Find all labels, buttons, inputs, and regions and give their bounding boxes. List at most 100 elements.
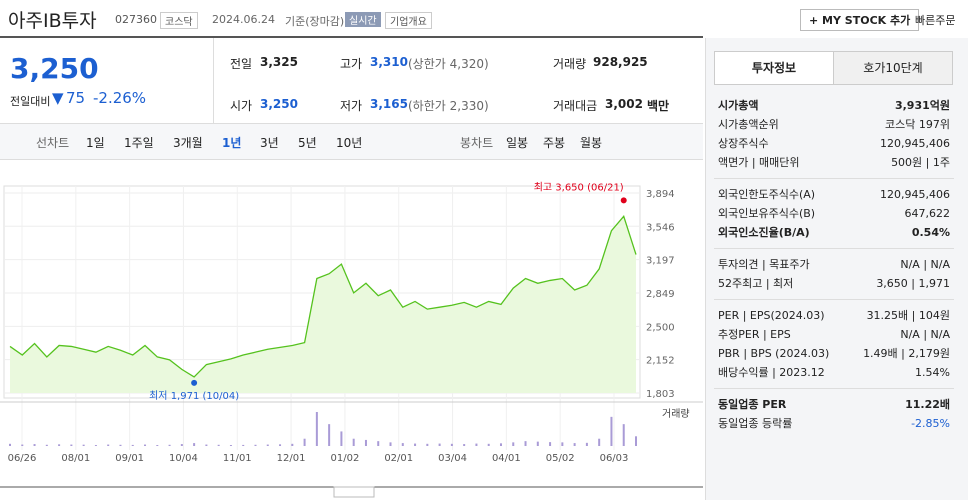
my-stock-button[interactable]: + MY STOCK 추가 bbox=[800, 9, 920, 31]
realtime: 실시간 bbox=[345, 12, 381, 27]
info-section: PER | EPS(2024.03) 31.25배 | 104원 추정PER | E… bbox=[714, 300, 954, 389]
candle-tab[interactable]: 월봉 bbox=[580, 136, 603, 150]
y-tick-label: 3,894 bbox=[646, 189, 675, 200]
volume-bar bbox=[610, 416, 613, 446]
info-row: 상장주식수 120,945,406 bbox=[718, 134, 950, 153]
high-label: 최고 3,650 (06/21) bbox=[534, 181, 624, 193]
volume-bar bbox=[364, 439, 367, 446]
market: 코스닥 bbox=[160, 12, 198, 29]
stat-note: (상한가 4,320) bbox=[408, 57, 489, 71]
volume-bar bbox=[536, 441, 539, 446]
volume-bar bbox=[254, 444, 257, 446]
period-tab[interactable]: 5년 bbox=[298, 136, 317, 150]
tab-bar bbox=[0, 123, 703, 160]
stat-label: 전일 bbox=[230, 57, 253, 71]
x-tick-label: 06/26 bbox=[8, 453, 37, 464]
info-row: 외국인소진율(B/A) 0.54% bbox=[718, 223, 950, 242]
info-row: 동일업종 등락률 -2.85% bbox=[718, 414, 950, 433]
info-label: 동일업종 PER bbox=[718, 398, 787, 411]
volume-bar bbox=[94, 445, 97, 446]
price-line bbox=[9, 215, 637, 378]
period-tab[interactable]: 1년 bbox=[222, 136, 242, 150]
high-marker bbox=[620, 197, 627, 204]
volume-bar bbox=[107, 444, 110, 446]
info-label: 상장주식수 bbox=[718, 137, 769, 150]
period-tab[interactable]: 3개월 bbox=[173, 136, 203, 150]
period-tab[interactable]: 10년 bbox=[336, 136, 363, 150]
info-row: 시가총액순위 코스닥 197위 bbox=[718, 115, 950, 134]
volume-bar bbox=[549, 442, 552, 446]
volume-bar bbox=[205, 444, 208, 446]
volume-bar bbox=[450, 443, 453, 446]
candle-tab[interactable]: 주봉 bbox=[543, 136, 566, 150]
x-tick-label: 01/02 bbox=[330, 453, 359, 464]
collapse-button bbox=[333, 486, 375, 498]
divider bbox=[0, 36, 703, 38]
y-tick-label: 2,152 bbox=[646, 356, 675, 367]
volume-bar bbox=[426, 443, 429, 446]
stat-value: 3,002 bbox=[605, 97, 643, 111]
y-tick-label: 2,849 bbox=[646, 289, 675, 300]
info-row: PBR | BPS (2024.03) 1.49배 | 2,179원 bbox=[718, 344, 950, 363]
info-value: 0.54% bbox=[911, 226, 950, 239]
price-area bbox=[10, 216, 636, 393]
company-info[interactable]: 기업개요 bbox=[385, 12, 432, 29]
x-tick-label: 05/02 bbox=[546, 453, 575, 464]
x-tick-label: 10/04 bbox=[169, 453, 198, 464]
info-row: 동일업종 PER 11.22배 bbox=[718, 395, 950, 414]
volume-bar bbox=[119, 444, 122, 446]
divider bbox=[213, 38, 214, 123]
plot-frame bbox=[3, 185, 641, 399]
chart: 1,803 2,152 2,500 2,849 3,197 3,546 3,894 06/26… bbox=[0, 181, 703, 498]
info-row: 액면가 | 매매단위 500원 | 1주 bbox=[718, 153, 950, 172]
x-tick-label: 06/03 bbox=[600, 453, 629, 464]
tab-label: 봉차트 bbox=[460, 136, 494, 150]
volume-bar bbox=[598, 438, 601, 446]
info-section: 외국인한도주식수(A) 120,945,406 외국인보유주식수(B) 647,622… bbox=[714, 179, 954, 249]
info-value: 31.25배 | 104원 bbox=[866, 309, 950, 322]
candle-tab[interactable]: 일봉 bbox=[506, 136, 529, 150]
stat-value: 3,325 bbox=[260, 55, 298, 69]
x-tick-label: 02/01 bbox=[384, 453, 413, 464]
volume-bar bbox=[352, 438, 355, 446]
info-value: 11.22배 bbox=[905, 398, 950, 411]
volume-bar bbox=[70, 444, 73, 446]
volume-bar bbox=[58, 444, 61, 446]
volume-bar bbox=[229, 445, 232, 446]
stat-label: 저가 bbox=[340, 99, 363, 113]
info-value: -2.85% bbox=[911, 417, 950, 430]
info-label: PBR | BPS (2024.03) bbox=[718, 347, 830, 360]
volume-bar bbox=[573, 443, 576, 446]
info-label: 액면가 | 매매단위 bbox=[718, 156, 800, 169]
side-tab[interactable]: 호가10단계 bbox=[833, 51, 953, 85]
period-tab[interactable]: 1주일 bbox=[124, 136, 154, 150]
volume-bar bbox=[21, 444, 24, 446]
x-tick-label: 04/01 bbox=[492, 453, 521, 464]
stat-value: 3,165 bbox=[370, 97, 408, 111]
volume-bar bbox=[377, 441, 380, 446]
stat-note: (하한가 2,330) bbox=[408, 99, 489, 113]
x-tick-label: 11/01 bbox=[223, 453, 252, 464]
volume-bar bbox=[193, 443, 196, 446]
info-list: 시가총액 3,931억원 시가총액순위 코스닥 197위 상장주식수 120,945,40… bbox=[714, 90, 954, 439]
info-row: 투자의견 | 목표주가 N/A | N/A bbox=[718, 255, 950, 274]
quick-order[interactable]: 빠른주문 bbox=[915, 14, 956, 27]
info-value: 120,945,406 bbox=[880, 137, 950, 150]
volume-bar bbox=[622, 424, 625, 446]
info-label: PER | EPS(2024.03) bbox=[718, 309, 825, 322]
volume-bar bbox=[524, 441, 527, 446]
volume-bar bbox=[414, 443, 417, 446]
volume-bar bbox=[303, 438, 306, 446]
volume-bar bbox=[45, 444, 48, 446]
period-tab[interactable]: 1일 bbox=[86, 136, 105, 150]
period-tab[interactable]: 3년 bbox=[260, 136, 279, 150]
info-value: 120,945,406 bbox=[880, 188, 950, 201]
info-value: 3,650 | 1,971 bbox=[876, 277, 950, 290]
volume-bar bbox=[291, 443, 294, 446]
volume-label: 거래량 bbox=[662, 408, 690, 420]
info-label: 외국인소진율(B/A) bbox=[718, 226, 810, 239]
side-panel bbox=[705, 38, 968, 500]
side-tab[interactable]: 투자정보 bbox=[714, 51, 834, 85]
info-label: 투자의견 | 목표주가 bbox=[718, 258, 810, 271]
info-row: 52주최고 | 최저 3,650 | 1,971 bbox=[718, 274, 950, 293]
